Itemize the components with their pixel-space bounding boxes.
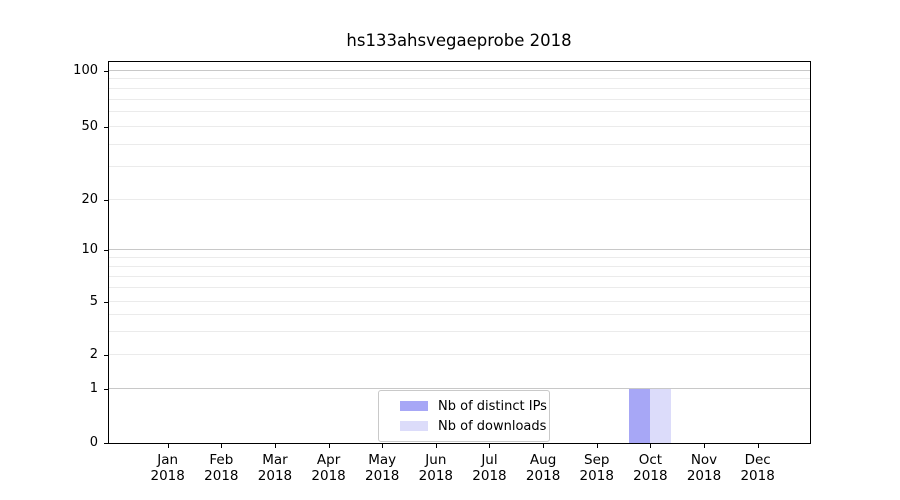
y-tick-label: 50 xyxy=(81,118,98,134)
minor-gridline xyxy=(109,111,810,113)
y-tick-label: 0 xyxy=(89,435,98,450)
x-tick-label-line: Aug xyxy=(529,452,557,468)
x-tick-label: Oct 2018 xyxy=(615,452,685,484)
minor-gridline xyxy=(109,330,810,332)
x-tick-label-line: 2018 xyxy=(740,468,775,484)
y-tick-mark xyxy=(104,388,108,390)
minor-gridline xyxy=(109,125,810,127)
minor-gridline xyxy=(109,78,810,80)
x-tick-label: May 2018 xyxy=(347,452,417,484)
minor-gridline xyxy=(109,143,810,145)
minor-gridline xyxy=(109,313,810,315)
grid-layer xyxy=(109,62,810,443)
x-tick-label-line: Jan xyxy=(157,452,179,468)
x-tick-label-line: 2018 xyxy=(204,468,239,484)
legend-swatch xyxy=(400,421,428,431)
y-tick-label: 5 xyxy=(89,293,98,309)
x-tick-label: Aug 2018 xyxy=(508,452,578,484)
x-tick-mark xyxy=(382,444,384,448)
major-gridline xyxy=(109,70,810,71)
minor-gridline xyxy=(109,287,810,289)
x-tick-label-line: Dec xyxy=(744,452,771,468)
x-tick-label: Sep 2018 xyxy=(562,452,632,484)
x-tick-mark xyxy=(489,444,491,448)
x-tick-label-line: 2018 xyxy=(525,468,561,484)
y-tick-label: 1 xyxy=(89,380,98,396)
legend-label: Nb of distinct IPs xyxy=(438,398,547,414)
legend-label: Nb of downloads xyxy=(438,418,547,434)
x-tick-label: Mar 2018 xyxy=(240,452,310,484)
legend: Nb of distinct IPs Nb of downloads xyxy=(378,390,550,442)
minor-gridline xyxy=(109,198,810,200)
x-tick-mark xyxy=(757,444,759,448)
x-tick-label: Feb 2018 xyxy=(186,452,256,484)
x-tick-label: Jul 2018 xyxy=(454,452,524,484)
y-tick-mark xyxy=(104,301,108,303)
legend-entry: Nb of downloads xyxy=(379,416,549,436)
x-tick-label: Nov 2018 xyxy=(669,452,739,484)
x-tick-mark xyxy=(328,444,330,448)
x-tick-label: Jun 2018 xyxy=(401,452,471,484)
x-tick-label-line: May xyxy=(368,452,397,468)
minor-gridline xyxy=(109,166,810,168)
x-tick-label-line: 2018 xyxy=(365,468,400,484)
minor-gridline xyxy=(109,265,810,267)
x-tick-label-line: 2018 xyxy=(257,468,293,484)
legend-entry: Nb of distinct IPs xyxy=(379,396,549,416)
minor-gridline xyxy=(109,275,810,277)
x-tick-label: Dec 2018 xyxy=(723,452,793,484)
y-tick-label: 20 xyxy=(81,191,98,207)
x-tick-mark xyxy=(221,444,223,448)
minor-gridline xyxy=(109,98,810,100)
bar-downloads xyxy=(650,388,672,443)
x-tick-label-line: Oct xyxy=(638,452,663,468)
x-tick-label-line: Feb xyxy=(209,452,234,468)
x-tick-label-line: 2018 xyxy=(472,468,507,484)
x-tick-label-line: Jul xyxy=(481,452,498,468)
x-tick-mark xyxy=(543,444,545,448)
y-tick-label: 2 xyxy=(89,347,98,363)
major-gridline xyxy=(109,387,810,389)
chart-title: hs133ahsvegaeprobe 2018 xyxy=(346,31,572,50)
legend-swatch xyxy=(400,401,428,411)
x-tick-mark xyxy=(274,444,276,448)
bar-distinct-ips xyxy=(629,388,651,443)
y-tick-mark xyxy=(104,443,108,444)
x-tick-label: Jan 2018 xyxy=(133,452,203,484)
x-tick-mark xyxy=(704,444,705,448)
x-tick-mark xyxy=(167,444,169,448)
x-tick-label-line: Nov xyxy=(690,452,718,468)
x-tick-label-line: 2018 xyxy=(418,468,454,484)
x-tick-mark xyxy=(435,444,437,448)
minor-gridline xyxy=(109,87,810,89)
x-tick-label-line: Apr xyxy=(316,452,341,468)
x-tick-label-line: 2018 xyxy=(150,468,185,484)
y-tick-label: 10 xyxy=(81,242,98,258)
y-tick-label: 100 xyxy=(73,62,98,78)
minor-gridline xyxy=(109,256,810,258)
x-tick-label: Apr 2018 xyxy=(294,452,364,484)
x-tick-label-line: Jun xyxy=(425,452,447,468)
x-tick-label-line: 2018 xyxy=(579,468,614,484)
minor-gridline xyxy=(109,300,810,302)
x-tick-label-line: 2018 xyxy=(633,468,668,484)
major-gridline xyxy=(109,249,810,251)
y-tick-mark xyxy=(104,126,108,128)
x-tick-label-line: 2018 xyxy=(686,468,722,484)
y-tick-mark xyxy=(104,250,108,252)
y-tick-mark xyxy=(104,199,108,201)
y-tick-mark xyxy=(104,70,108,72)
x-tick-label-line: Mar xyxy=(262,452,288,468)
minor-gridline xyxy=(109,354,810,356)
x-tick-label-line: Sep xyxy=(584,452,610,468)
bars-layer xyxy=(109,62,810,443)
x-tick-mark xyxy=(596,444,598,448)
x-tick-mark xyxy=(650,444,652,448)
y-tick-mark xyxy=(104,355,108,357)
x-tick-label-line: 2018 xyxy=(311,468,346,484)
plot-area: Nb of distinct IPs Nb of downloads xyxy=(108,61,811,444)
